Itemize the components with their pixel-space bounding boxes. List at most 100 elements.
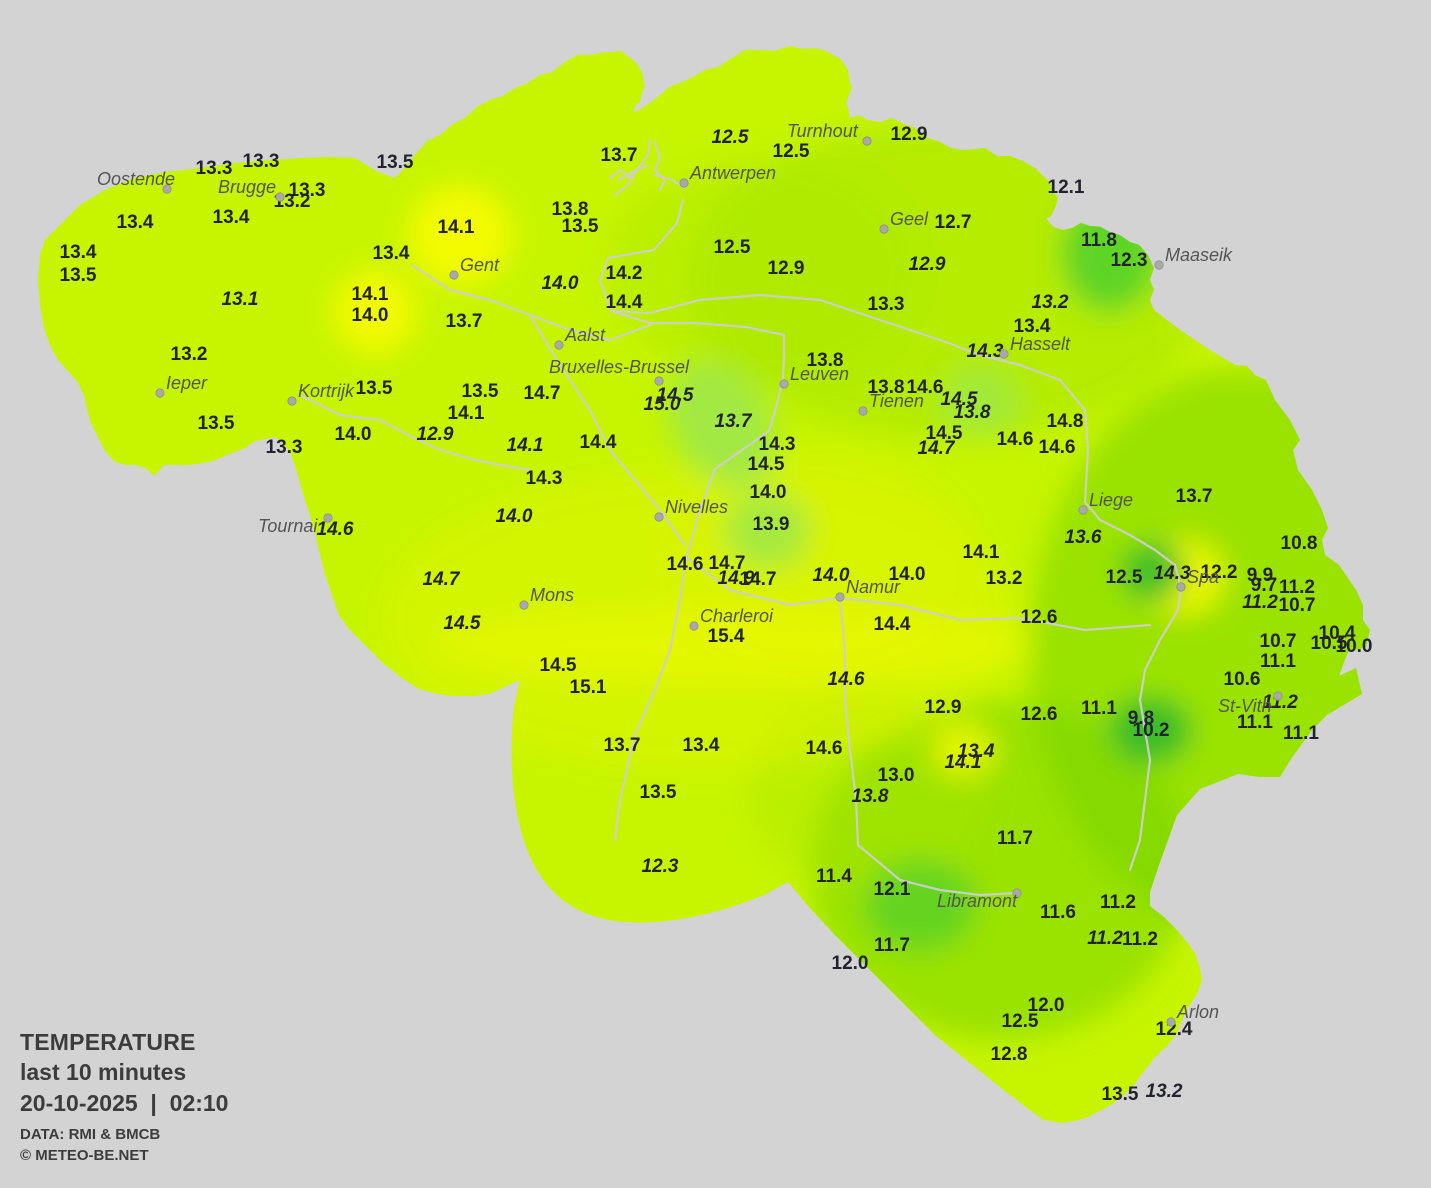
svg-text:13.5: 13.5	[198, 413, 235, 434]
svg-text:10.2: 10.2	[1133, 720, 1170, 741]
svg-text:Turnhout: Turnhout	[787, 121, 859, 141]
svg-text:Hasselt: Hasselt	[1010, 334, 1071, 354]
svg-text:13.4: 13.4	[373, 243, 410, 264]
svg-text:13.5: 13.5	[377, 152, 414, 173]
svg-text:Arlon: Arlon	[1176, 1002, 1219, 1022]
svg-text:11.6: 11.6	[1040, 902, 1076, 923]
svg-text:Brugge: Brugge	[218, 177, 276, 197]
svg-text:14.1: 14.1	[507, 435, 544, 456]
svg-text:Kortrijk: Kortrijk	[298, 381, 355, 401]
svg-text:12.6: 12.6	[1021, 607, 1058, 628]
svg-text:12.1: 12.1	[874, 879, 911, 900]
svg-text:14.3: 14.3	[759, 434, 796, 455]
svg-text:Antwerpen: Antwerpen	[689, 163, 776, 183]
svg-text:Gent: Gent	[460, 255, 500, 275]
svg-text:13.1: 13.1	[222, 289, 259, 310]
svg-text:10.7: 10.7	[1260, 631, 1297, 652]
svg-text:13.4: 13.4	[60, 242, 97, 263]
svg-text:14.7: 14.7	[918, 438, 956, 459]
svg-text:14.8: 14.8	[1047, 411, 1084, 432]
svg-text:14.6: 14.6	[1039, 437, 1076, 458]
svg-text:12.0: 12.0	[832, 953, 869, 974]
svg-text:14.5: 14.5	[748, 454, 785, 475]
svg-text:Maaseik: Maaseik	[1165, 245, 1233, 265]
svg-text:14.5: 14.5	[540, 655, 577, 676]
svg-text:Charleroi: Charleroi	[700, 606, 774, 626]
svg-text:14.0: 14.0	[813, 565, 850, 586]
svg-text:10.6: 10.6	[1224, 669, 1261, 690]
svg-text:13.8: 13.8	[852, 786, 889, 807]
svg-text:Tienen: Tienen	[869, 391, 924, 411]
svg-text:14.0: 14.0	[496, 506, 533, 527]
svg-text:13.5: 13.5	[60, 265, 97, 286]
svg-text:14.3: 14.3	[967, 341, 1004, 362]
svg-text:14.1: 14.1	[352, 284, 389, 305]
svg-text:11.8: 11.8	[1081, 230, 1117, 251]
svg-text:Namur: Namur	[846, 577, 901, 597]
svg-text:13.2: 13.2	[1146, 1081, 1183, 1102]
svg-text:12.9: 12.9	[925, 697, 962, 718]
svg-text:13.0: 13.0	[878, 765, 915, 786]
svg-text:Nivelles: Nivelles	[665, 497, 728, 517]
svg-text:13.5: 13.5	[562, 216, 599, 237]
svg-text:13.4: 13.4	[683, 735, 720, 756]
svg-text:Geel: Geel	[890, 209, 929, 229]
svg-text:Libramont: Libramont	[937, 891, 1018, 911]
svg-text:12.5: 12.5	[714, 237, 751, 258]
svg-text:13.5: 13.5	[640, 782, 677, 803]
svg-text:14.6: 14.6	[997, 429, 1034, 450]
svg-text:13.7: 13.7	[1176, 486, 1213, 507]
svg-text:13.3: 13.3	[868, 294, 905, 315]
svg-text:13.2: 13.2	[986, 568, 1023, 589]
svg-text:13.4: 13.4	[213, 207, 250, 228]
svg-text:13.3: 13.3	[266, 437, 303, 458]
svg-text:14.7: 14.7	[740, 569, 777, 590]
svg-text:Spa: Spa	[1187, 567, 1219, 587]
svg-text:Liege: Liege	[1089, 490, 1133, 510]
svg-text:15.4: 15.4	[708, 626, 745, 647]
svg-text:13.7: 13.7	[446, 311, 483, 332]
svg-text:12.1: 12.1	[1048, 177, 1085, 198]
svg-text:10.0: 10.0	[1336, 636, 1373, 657]
svg-text:14.4: 14.4	[874, 614, 911, 635]
svg-text:Aalst: Aalst	[564, 325, 606, 345]
svg-text:14.4: 14.4	[580, 432, 617, 453]
svg-text:14.4: 14.4	[606, 292, 643, 313]
svg-text:11.1: 11.1	[1081, 698, 1117, 719]
svg-text:11.7: 11.7	[874, 935, 910, 956]
svg-text:12.7: 12.7	[935, 212, 972, 233]
svg-text:13.9: 13.9	[753, 514, 790, 535]
svg-text:11.2: 11.2	[1100, 892, 1136, 913]
svg-text:13.4: 13.4	[117, 212, 154, 233]
svg-text:12.9: 12.9	[891, 124, 928, 145]
svg-text:Tournai: Tournai	[258, 516, 318, 536]
svg-text:14.3: 14.3	[1154, 563, 1191, 584]
svg-text:12.5: 12.5	[1002, 1011, 1039, 1032]
svg-text:13.7: 13.7	[604, 735, 641, 756]
svg-text:15.1: 15.1	[570, 677, 607, 698]
svg-text:Bruxelles-Brussel: Bruxelles-Brussel	[549, 357, 690, 377]
svg-text:14.3: 14.3	[526, 468, 563, 489]
svg-text:15.0: 15.0	[644, 394, 681, 415]
svg-text:13.3: 13.3	[243, 151, 280, 172]
svg-text:14.7: 14.7	[524, 383, 561, 404]
svg-text:14.1: 14.1	[438, 217, 475, 238]
svg-text:14.6: 14.6	[828, 669, 865, 690]
svg-text:13.7: 13.7	[601, 145, 638, 166]
svg-text:Oostende: Oostende	[97, 169, 175, 189]
svg-text:11.2: 11.2	[1242, 592, 1278, 613]
svg-text:14.6: 14.6	[317, 519, 354, 540]
svg-text:13.8: 13.8	[954, 402, 991, 423]
svg-text:12.9: 12.9	[417, 424, 454, 445]
svg-text:11.1: 11.1	[1283, 723, 1319, 744]
svg-text:Mons: Mons	[530, 585, 574, 605]
svg-text:12.5: 12.5	[1106, 567, 1143, 588]
svg-text:14.6: 14.6	[667, 554, 704, 575]
svg-text:11.4: 11.4	[816, 866, 852, 887]
svg-text:12.5: 12.5	[773, 141, 810, 162]
svg-text:13.5: 13.5	[1102, 1084, 1139, 1105]
svg-text:12.9: 12.9	[909, 254, 946, 275]
svg-text:11.1: 11.1	[1260, 651, 1296, 672]
svg-text:14.5: 14.5	[444, 613, 481, 634]
svg-text:11.7: 11.7	[997, 828, 1033, 849]
